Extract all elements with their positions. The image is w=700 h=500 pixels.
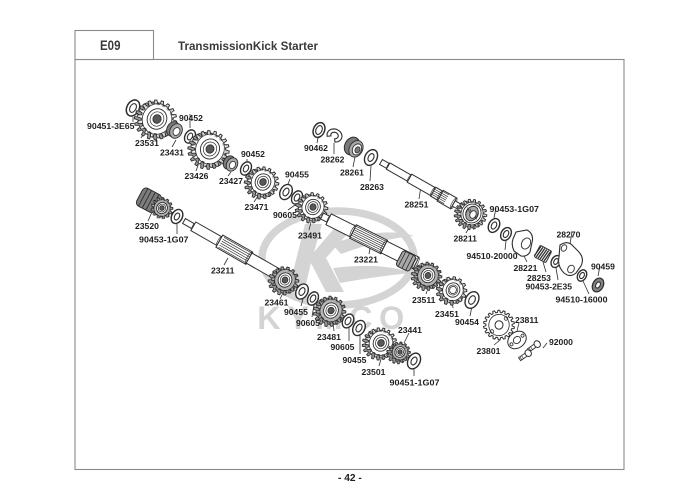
svg-text:28263: 28263 (360, 182, 384, 192)
svg-text:94510-16000: 94510-16000 (556, 295, 608, 305)
svg-text:23427: 23427 (219, 176, 243, 186)
svg-text:23801: 23801 (477, 346, 501, 356)
svg-text:28270: 28270 (557, 230, 581, 240)
svg-text:90452: 90452 (241, 149, 265, 159)
svg-text:23501: 23501 (362, 367, 386, 377)
svg-text:28261: 28261 (340, 168, 364, 178)
svg-text:23811: 23811 (515, 315, 539, 325)
svg-text:90605: 90605 (273, 210, 297, 220)
svg-text:90605: 90605 (296, 318, 320, 328)
svg-text:90455: 90455 (285, 170, 309, 180)
svg-text:23491: 23491 (298, 231, 322, 241)
svg-text:28211: 28211 (454, 234, 478, 244)
svg-text:23461: 23461 (265, 298, 289, 308)
svg-text:28251: 28251 (405, 200, 429, 210)
svg-text:90453-2E35: 90453-2E35 (526, 282, 573, 292)
svg-text:23221: 23221 (354, 255, 378, 265)
svg-text:TransmissionKick Starter: TransmissionKick Starter (178, 39, 318, 53)
svg-text:23426: 23426 (185, 171, 209, 181)
svg-text:90454: 90454 (455, 317, 479, 327)
svg-text:90453-1G07: 90453-1G07 (139, 235, 189, 245)
svg-text:90453-1G07: 90453-1G07 (490, 204, 540, 214)
svg-text:23511: 23511 (412, 295, 436, 305)
svg-text:23441: 23441 (398, 325, 422, 335)
svg-text:90462: 90462 (304, 143, 328, 153)
svg-text:90451-1G07: 90451-1G07 (390, 378, 440, 388)
svg-text:23471: 23471 (245, 202, 269, 212)
svg-text:90452: 90452 (179, 113, 203, 123)
svg-text:90459: 90459 (591, 262, 615, 272)
svg-text:23211: 23211 (211, 266, 235, 276)
svg-text:- 42 -: - 42 - (338, 473, 362, 484)
svg-text:E09: E09 (100, 37, 121, 53)
svg-text:94510-20000: 94510-20000 (467, 251, 518, 261)
svg-text:90451-3E65: 90451-3E65 (87, 121, 135, 131)
svg-text:23431: 23431 (160, 148, 184, 158)
svg-text:23481: 23481 (317, 332, 341, 342)
svg-text:23520: 23520 (135, 221, 159, 231)
svg-text:92000: 92000 (549, 337, 573, 347)
svg-text:23531: 23531 (135, 138, 159, 148)
svg-text:90455: 90455 (343, 355, 367, 365)
svg-text:90605: 90605 (331, 342, 355, 352)
svg-text:28221: 28221 (514, 263, 538, 273)
svg-text:28262: 28262 (321, 155, 345, 165)
svg-text:90455: 90455 (284, 307, 308, 317)
